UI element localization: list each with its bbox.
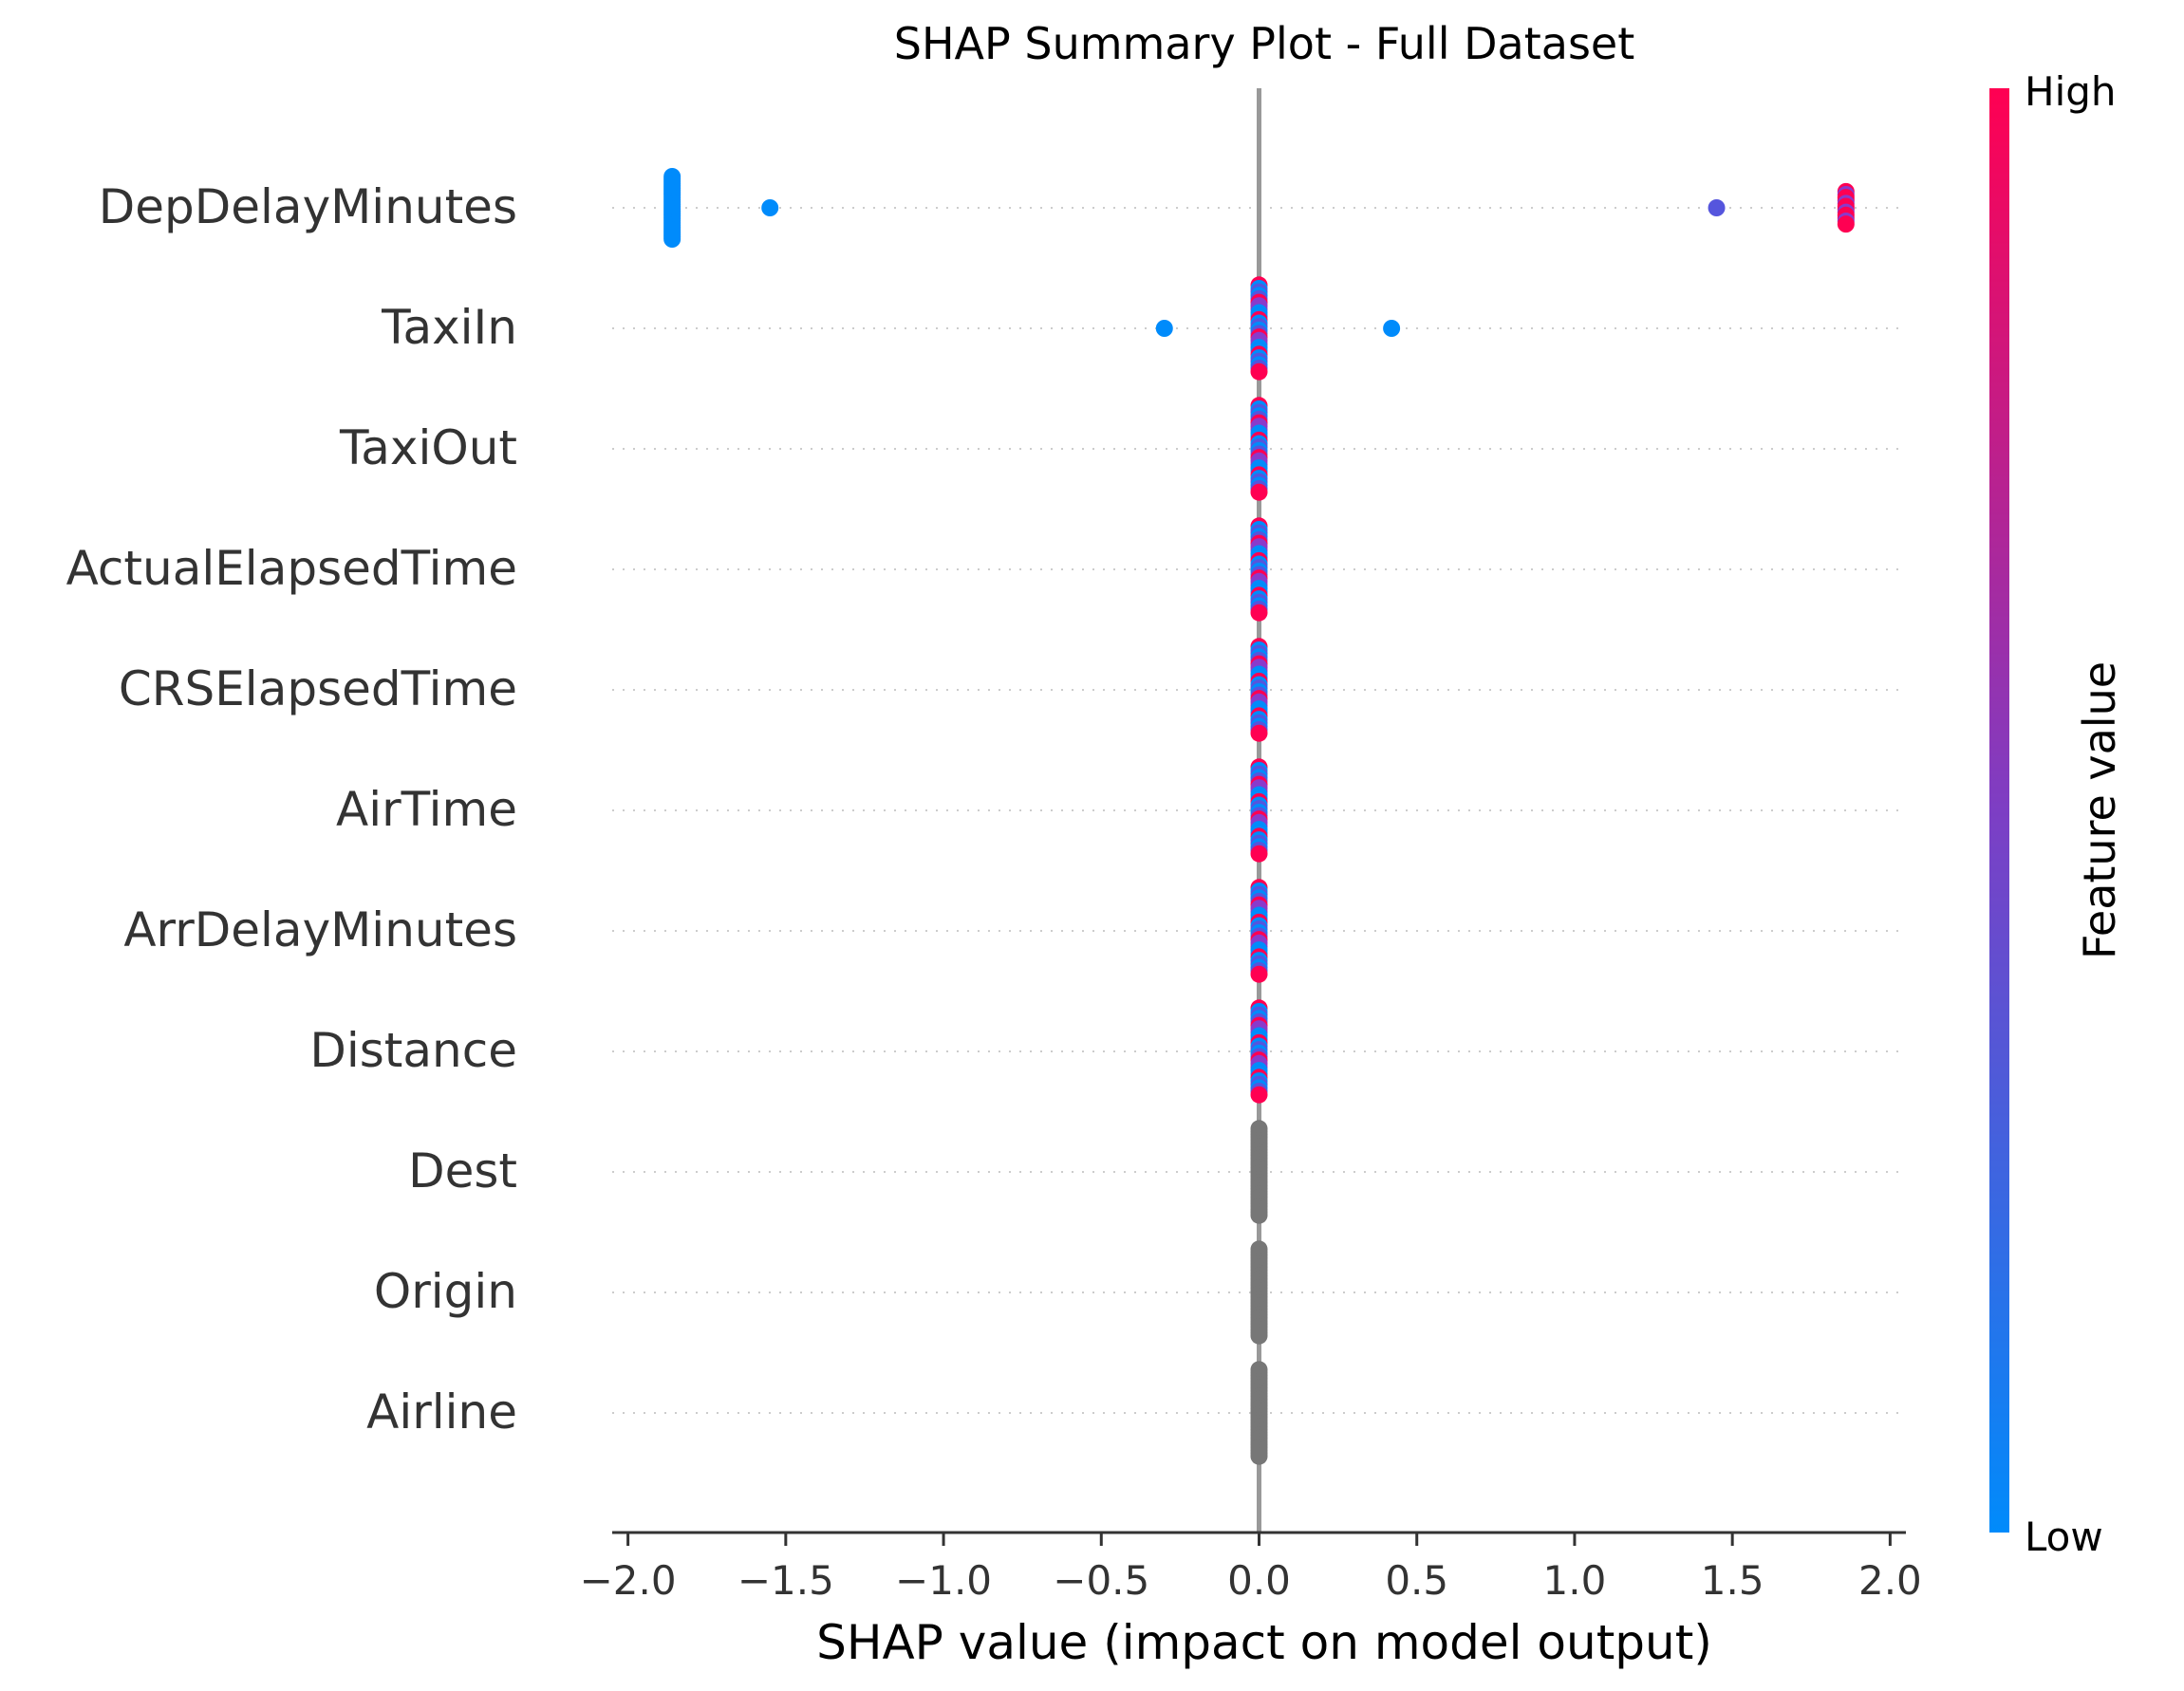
shap-point <box>761 199 779 216</box>
chart-title: SHAP Summary Plot - Full Dataset <box>894 18 1635 69</box>
feature-label: ActualElapsedTime <box>66 541 517 596</box>
x-tick-label: 2.0 <box>1858 1557 1922 1604</box>
shap-point <box>1837 215 1855 233</box>
colorbar-title: Feature value <box>2074 661 2125 959</box>
shap-point <box>1250 362 1268 381</box>
x-tick-label: −1.5 <box>737 1557 834 1604</box>
feature-label: ArrDelayMinutes <box>123 902 517 957</box>
feature-label: AirTime <box>336 782 517 837</box>
x-tick-label: −0.5 <box>1053 1557 1149 1604</box>
shap-point <box>1250 965 1268 983</box>
x-tick-label: 1.0 <box>1543 1557 1607 1604</box>
feature-label: Airline <box>366 1384 517 1440</box>
shap-point <box>1250 1447 1268 1465</box>
feature-label: DepDelayMinutes <box>99 179 517 234</box>
shap-point <box>1155 320 1173 337</box>
feature-label: Origin <box>374 1264 517 1319</box>
shap-point <box>1250 483 1268 501</box>
feature-label: Distance <box>309 1023 517 1078</box>
x-tick-label: 0.5 <box>1385 1557 1448 1604</box>
feature-label: Dest <box>408 1143 517 1199</box>
points-layer <box>663 167 1855 1465</box>
feature-label: TaxiOut <box>339 420 517 475</box>
shap-point <box>1250 845 1268 863</box>
feature-labels: DepDelayMinutes TaxiIn TaxiOut ActualElapse… <box>66 179 517 1440</box>
shap-point <box>1250 1086 1268 1104</box>
x-tick-label: 1.5 <box>1701 1557 1764 1604</box>
shap-point <box>663 231 681 249</box>
colorbar-high-label: High <box>2025 68 2117 115</box>
colorbar <box>1989 88 2009 1533</box>
shap-point <box>1708 199 1726 216</box>
x-tick-label: −2.0 <box>580 1557 677 1604</box>
feature-label: TaxiIn <box>381 300 517 355</box>
x-tick-label: −1.0 <box>895 1557 992 1604</box>
shap-point <box>1250 1327 1268 1345</box>
x-tick-label: 0.0 <box>1227 1557 1291 1604</box>
feature-label: CRSElapsedTime <box>119 661 517 716</box>
shap-point <box>1250 724 1268 742</box>
x-axis-label: SHAP value (impact on model output) <box>816 1615 1712 1670</box>
colorbar-low-label: Low <box>2025 1514 2103 1560</box>
x-axis-ticks: −2.0 −1.5 −1.0 −0.5 0.0 0.5 1.0 1.5 2.0 <box>580 1533 1922 1604</box>
shap-point <box>1383 320 1401 337</box>
shap-point <box>1250 1206 1268 1224</box>
shap-point <box>1250 604 1268 622</box>
